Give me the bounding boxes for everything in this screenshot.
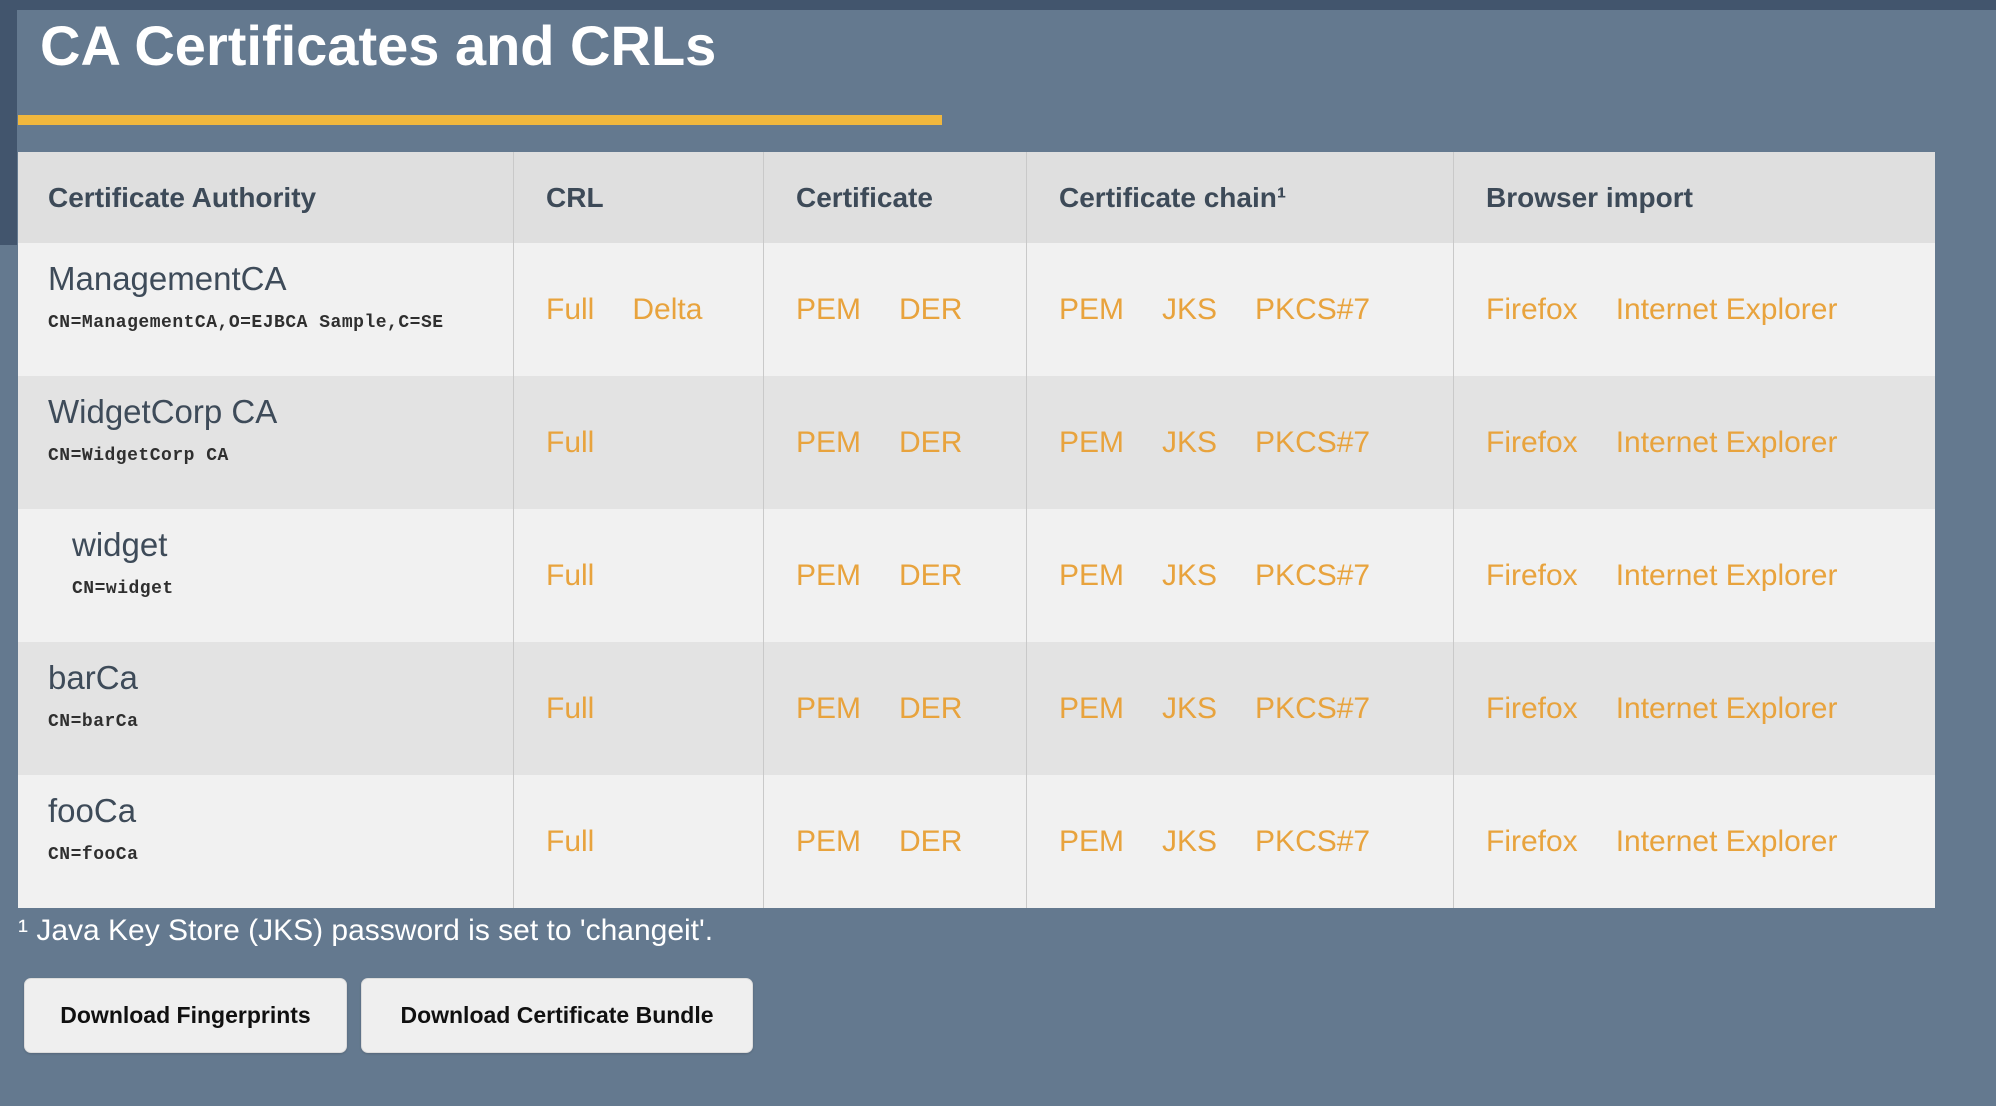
- crl-cell: Full: [513, 775, 763, 908]
- cert-der-link[interactable]: DER: [899, 824, 963, 858]
- column-header-crl: CRL: [513, 152, 763, 243]
- ca-certificates-table: Certificate Authority CRL Certificate Ce…: [18, 152, 1935, 908]
- browser-firefox-link[interactable]: Firefox: [1486, 558, 1578, 592]
- chain-pkcs7-link[interactable]: PKCS#7: [1255, 558, 1371, 592]
- ca-name: fooCa: [48, 792, 137, 829]
- ca-dn: CN=barCa: [48, 712, 139, 732]
- browser-import-cell: Firefox Internet Explorer: [1453, 509, 1935, 642]
- title-underline-rule: [18, 115, 942, 125]
- crl-full-link[interactable]: Full: [546, 558, 595, 592]
- chain-pkcs7-link[interactable]: PKCS#7: [1255, 292, 1371, 326]
- certificate-cell: PEM DER: [763, 376, 1026, 509]
- chain-jks-link[interactable]: JKS: [1162, 558, 1218, 592]
- ca-name: WidgetCorp CA: [48, 393, 278, 430]
- cert-der-link[interactable]: DER: [899, 558, 963, 592]
- window-left-edge: [0, 0, 17, 245]
- browser-import-cell: Firefox Internet Explorer: [1453, 243, 1935, 376]
- browser-import-cell: Firefox Internet Explorer: [1453, 642, 1935, 775]
- ca-dn: CN=fooCa: [48, 845, 139, 865]
- ca-dn: CN=ManagementCA,O=EJBCA Sample,C=SE: [48, 313, 444, 333]
- table-row-fooca: fooCa CN=fooCa Full PEM DER PEM JKS PKCS…: [18, 775, 1935, 908]
- chain-pkcs7-link[interactable]: PKCS#7: [1255, 824, 1371, 858]
- ca-cell: ManagementCA CN=ManagementCA,O=EJBCA Sam…: [18, 243, 513, 376]
- crl-cell: Full Delta: [513, 243, 763, 376]
- download-button-bar: Download Fingerprints Download Certifica…: [24, 978, 753, 1053]
- certificate-cell: PEM DER: [763, 509, 1026, 642]
- chain-jks-link[interactable]: JKS: [1162, 425, 1218, 459]
- table-row-widgetcorp-ca: WidgetCorp CA CN=WidgetCorp CA Full PEM …: [18, 376, 1935, 509]
- window-top-edge: [0, 0, 1996, 10]
- chain-pkcs7-link[interactable]: PKCS#7: [1255, 691, 1371, 725]
- chain-jks-link[interactable]: JKS: [1162, 691, 1218, 725]
- chain-pem-link[interactable]: PEM: [1059, 824, 1125, 858]
- download-fingerprints-button[interactable]: Download Fingerprints: [24, 978, 347, 1053]
- column-header-certificate-authority: Certificate Authority: [48, 181, 317, 213]
- cert-pem-link[interactable]: PEM: [796, 425, 862, 459]
- table-row-barca: barCa CN=barCa Full PEM DER PEM JKS PKCS…: [18, 642, 1935, 775]
- crl-full-link[interactable]: Full: [546, 292, 595, 326]
- ca-dn: CN=widget: [72, 579, 174, 599]
- chain-pem-link[interactable]: PEM: [1059, 691, 1125, 725]
- ca-cell: widget CN=widget: [18, 509, 513, 642]
- page-title: CA Certificates and CRLs: [40, 14, 717, 77]
- browser-firefox-link[interactable]: Firefox: [1486, 425, 1578, 459]
- crl-cell: Full: [513, 509, 763, 642]
- crl-full-link[interactable]: Full: [546, 425, 595, 459]
- column-header-browser-import: Browser import: [1453, 152, 1935, 243]
- chain-jks-link[interactable]: JKS: [1162, 824, 1218, 858]
- ca-name: ManagementCA: [48, 260, 287, 297]
- browser-import-cell: Firefox Internet Explorer: [1453, 775, 1935, 908]
- crl-delta-link[interactable]: Delta: [632, 292, 703, 326]
- chain-cell: PEM JKS PKCS#7: [1026, 243, 1453, 376]
- chain-pkcs7-link[interactable]: PKCS#7: [1255, 425, 1371, 459]
- table-row-widget: widget CN=widget Full PEM DER PEM JKS PK…: [18, 509, 1935, 642]
- crl-full-link[interactable]: Full: [546, 824, 595, 858]
- cert-pem-link[interactable]: PEM: [796, 691, 862, 725]
- certificate-cell: PEM DER: [763, 775, 1026, 908]
- browser-firefox-link[interactable]: Firefox: [1486, 824, 1578, 858]
- browser-ie-link[interactable]: Internet Explorer: [1615, 425, 1838, 459]
- column-header-certificate-chain: Certificate chain¹: [1026, 152, 1453, 243]
- chain-cell: PEM JKS PKCS#7: [1026, 642, 1453, 775]
- table-header-row: Certificate Authority CRL Certificate Ce…: [18, 152, 1935, 243]
- chain-jks-link[interactable]: JKS: [1162, 292, 1218, 326]
- cert-pem-link[interactable]: PEM: [796, 292, 862, 326]
- ca-dn: CN=WidgetCorp CA: [48, 446, 229, 466]
- ca-cell: fooCa CN=fooCa: [18, 775, 513, 908]
- cert-der-link[interactable]: DER: [899, 425, 963, 459]
- crl-full-link[interactable]: Full: [546, 691, 595, 725]
- chain-cell: PEM JKS PKCS#7: [1026, 509, 1453, 642]
- certificate-cell: PEM DER: [763, 642, 1026, 775]
- ca-cell: WidgetCorp CA CN=WidgetCorp CA: [18, 376, 513, 509]
- certificate-cell: PEM DER: [763, 243, 1026, 376]
- chain-pem-link[interactable]: PEM: [1059, 558, 1125, 592]
- ca-name: barCa: [48, 659, 138, 696]
- browser-ie-link[interactable]: Internet Explorer: [1615, 824, 1838, 858]
- ca-name: widget: [72, 526, 168, 563]
- browser-import-cell: Firefox Internet Explorer: [1453, 376, 1935, 509]
- browser-firefox-link[interactable]: Firefox: [1486, 292, 1578, 326]
- table-row-managementca: ManagementCA CN=ManagementCA,O=EJBCA Sam…: [18, 243, 1935, 376]
- chain-pem-link[interactable]: PEM: [1059, 425, 1125, 459]
- browser-ie-link[interactable]: Internet Explorer: [1615, 691, 1838, 725]
- cert-pem-link[interactable]: PEM: [796, 558, 862, 592]
- column-header-certificate: Certificate: [763, 152, 1026, 243]
- crl-cell: Full: [513, 642, 763, 775]
- browser-firefox-link[interactable]: Firefox: [1486, 691, 1578, 725]
- chain-cell: PEM JKS PKCS#7: [1026, 775, 1453, 908]
- ca-cell: barCa CN=barCa: [18, 642, 513, 775]
- cert-der-link[interactable]: DER: [899, 691, 963, 725]
- download-certificate-bundle-button[interactable]: Download Certificate Bundle: [361, 978, 753, 1053]
- jks-password-footnote: ¹ Java Key Store (JKS) password is set t…: [18, 914, 714, 947]
- cert-pem-link[interactable]: PEM: [796, 824, 862, 858]
- crl-cell: Full: [513, 376, 763, 509]
- chain-pem-link[interactable]: PEM: [1059, 292, 1125, 326]
- cert-der-link[interactable]: DER: [899, 292, 963, 326]
- browser-ie-link[interactable]: Internet Explorer: [1615, 292, 1838, 326]
- browser-ie-link[interactable]: Internet Explorer: [1615, 558, 1838, 592]
- chain-cell: PEM JKS PKCS#7: [1026, 376, 1453, 509]
